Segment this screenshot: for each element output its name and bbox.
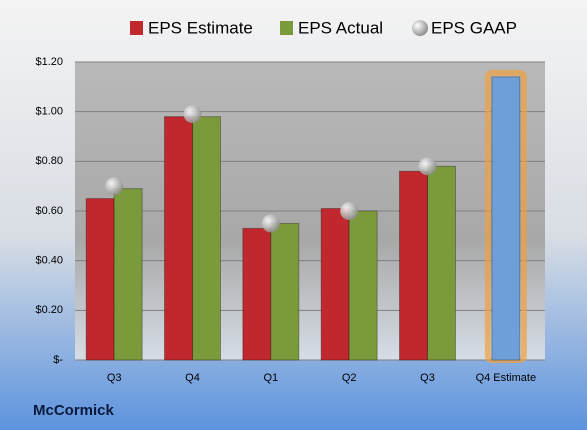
legend-label: EPS GAAP — [431, 18, 517, 37]
legend-marker — [412, 20, 428, 36]
legend-label: EPS Estimate — [148, 18, 253, 37]
y-tick-label: $0.60 — [35, 205, 63, 217]
y-tick-label: $0.20 — [35, 304, 63, 316]
bar — [491, 76, 521, 361]
bar — [113, 188, 143, 361]
bar — [399, 170, 428, 361]
legend-marker — [280, 21, 293, 35]
x-tick-label: Q4 Estimate — [476, 372, 537, 384]
y-tick-label: $1.20 — [35, 56, 63, 68]
y-tick-label: $0.40 — [35, 255, 63, 267]
bar — [85, 198, 115, 361]
x-tick-label: Q4 — [185, 372, 200, 384]
chart-title: McCormick — [33, 402, 115, 419]
y-tick-label: $- — [53, 354, 63, 366]
x-tick-label: Q2 — [342, 372, 357, 384]
marker — [261, 214, 280, 233]
y-tick-label: $1.00 — [35, 106, 63, 118]
bar — [242, 227, 272, 361]
bar — [348, 210, 378, 361]
marker — [105, 177, 124, 196]
marker — [183, 105, 202, 124]
y-tick-label: $0.80 — [35, 155, 63, 167]
bar — [427, 165, 456, 361]
bar — [320, 208, 350, 361]
marker — [418, 157, 437, 176]
bar — [164, 116, 193, 361]
bar — [270, 222, 300, 361]
legend-marker — [130, 21, 143, 35]
marker — [340, 202, 359, 220]
legend-label: EPS Actual — [298, 18, 383, 37]
bar — [192, 116, 221, 361]
x-tick-label: Q3 — [107, 372, 122, 384]
x-tick-label: Q3 — [420, 372, 435, 384]
x-tick-label: Q1 — [263, 372, 278, 384]
